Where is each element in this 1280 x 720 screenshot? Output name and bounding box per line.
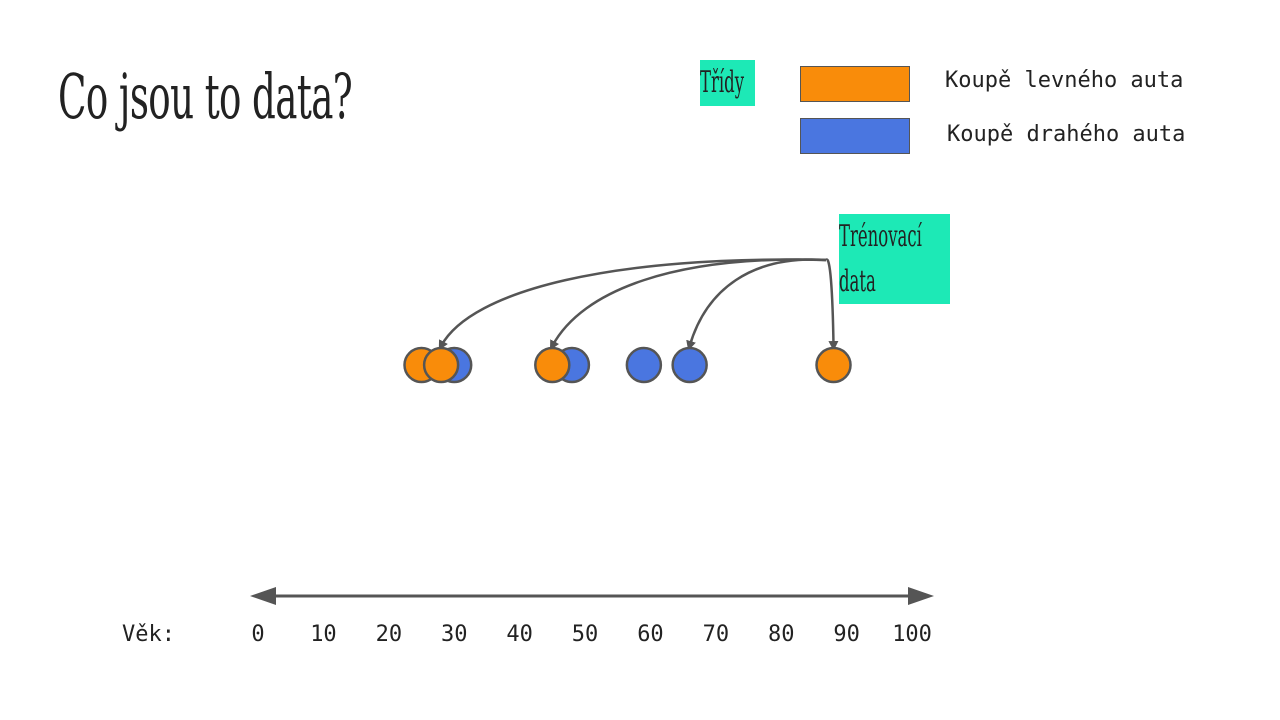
classes-label: Třídy <box>700 60 755 106</box>
tick-label: 100 <box>892 622 932 647</box>
data-points <box>403 346 852 384</box>
tick-label: 50 <box>571 622 599 647</box>
tick-label: 90 <box>833 622 860 647</box>
training-label-line1: Trénovací <box>839 219 922 254</box>
tick-label: 80 <box>768 622 795 647</box>
training-arrow <box>549 258 827 351</box>
axis-title: Věk: <box>122 622 175 647</box>
tick-label: 10 <box>310 622 337 647</box>
slide-title: Co jsou to data? <box>58 60 353 133</box>
tick-label: 40 <box>506 622 533 647</box>
training-data-label: Trénovací data <box>839 214 950 304</box>
training-arrow <box>686 258 827 351</box>
tick-label: 0 <box>251 622 265 647</box>
tick-label: 60 <box>637 622 664 647</box>
tick-label: 70 <box>702 622 730 647</box>
axis-arrow-left-icon <box>250 587 276 605</box>
legend-label-expensive: Koupě drahého auta <box>947 122 1186 147</box>
legend-swatch-expensive <box>800 118 910 154</box>
axis-arrow-right-icon <box>908 587 934 605</box>
data-point-cheap <box>422 346 460 384</box>
legend-label-cheap: Koupě levného auta <box>945 68 1184 93</box>
training-arrows <box>438 258 839 351</box>
tick-label: 30 <box>441 622 468 647</box>
data-point-expensive <box>671 346 708 384</box>
data-point-cheap <box>534 346 571 384</box>
training-arrow <box>825 258 839 351</box>
legend-swatch-cheap <box>800 66 910 102</box>
data-point-cheap <box>815 346 852 384</box>
tick-label: 20 <box>375 622 403 647</box>
training-label-line2: data <box>839 264 876 299</box>
training-arrow <box>438 258 827 351</box>
age-axis <box>250 587 934 605</box>
classes-label-text: Třídy <box>700 65 745 100</box>
data-point-expensive <box>625 346 663 384</box>
